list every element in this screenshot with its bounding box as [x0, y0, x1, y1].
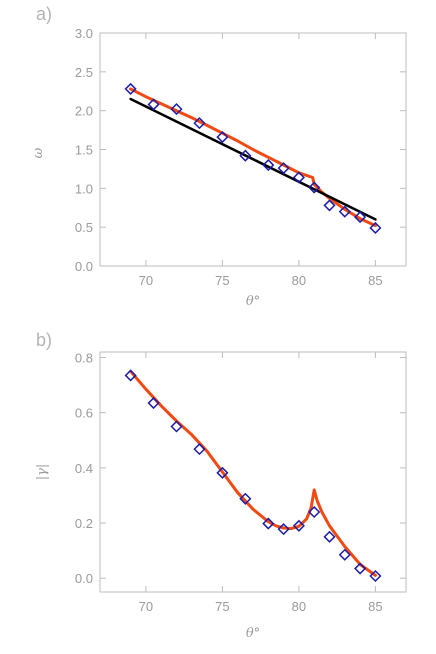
data-point — [239, 492, 252, 505]
data-point — [308, 505, 321, 519]
panel-a-marks — [124, 82, 382, 235]
y-tick-label: 0.6 — [75, 406, 93, 421]
panel-a-ticks — [100, 32, 406, 267]
data-point — [193, 443, 206, 456]
data-point — [262, 517, 275, 530]
data-point — [277, 162, 290, 175]
y-tick-label: 1.0 — [75, 181, 93, 196]
data-point — [147, 396, 160, 410]
y-tick-label: 2.5 — [75, 65, 93, 80]
data-point — [369, 221, 382, 235]
data-point — [354, 211, 367, 224]
panel-b-tick-labels: 70 75 80 85 0.0 0.2 0.4 0.6 0.8 — [75, 351, 383, 614]
panel-b: b) 70 75 80 85 0.0 0.2 0.4 0.6 0.8 θ° |γ| — [35, 330, 407, 641]
y-tick-label: 0.4 — [75, 461, 93, 476]
panel-a-y-axis-label: ω — [31, 147, 46, 158]
panel-a-x-axis-label: θ° — [246, 294, 260, 309]
x-tick-label: 85 — [368, 273, 382, 288]
y-tick-label: 3.0 — [75, 26, 93, 41]
y-tick-label: 0.8 — [75, 351, 93, 366]
fit-curve-line — [129, 87, 377, 228]
panel-a: a) 70 75 80 85 0.0 0.5 1.0 1.5 2.0 2.5 3.0 θ° ω — [31, 4, 407, 309]
y-tick-label: 2.0 — [75, 104, 93, 119]
data-point — [124, 82, 137, 95]
x-tick-label: 70 — [139, 599, 153, 614]
data-point — [338, 205, 351, 218]
data-point — [193, 117, 206, 130]
x-tick-label: 80 — [292, 599, 306, 614]
panel-b-marks — [124, 369, 382, 583]
panel-b-x-axis-label: θ° — [246, 626, 260, 641]
data-point — [338, 548, 351, 561]
x-tick-label: 75 — [215, 599, 229, 614]
x-tick-label: 80 — [292, 273, 306, 288]
x-tick-label: 75 — [215, 273, 229, 288]
y-tick-label: 0.2 — [75, 516, 93, 531]
data-point — [262, 158, 275, 172]
data-point — [323, 199, 336, 212]
data-point — [369, 569, 382, 583]
data-point — [277, 523, 290, 536]
data-point — [292, 519, 305, 532]
data-point — [216, 131, 229, 144]
data-point — [216, 466, 229, 479]
data-point — [170, 420, 183, 433]
data-point — [147, 98, 160, 111]
panel-b-ticks — [100, 352, 406, 592]
data-point — [323, 530, 336, 543]
data-point — [170, 103, 183, 116]
data-point — [239, 149, 252, 162]
y-tick-label: 0.5 — [75, 220, 93, 235]
panel-b-label: b) — [36, 330, 52, 350]
data-point — [354, 562, 367, 575]
data-point — [308, 181, 321, 194]
y-tick-label: 1.5 — [75, 143, 93, 158]
panel-b-y-axis-label: |γ| — [35, 464, 50, 481]
x-tick-label: 85 — [368, 599, 382, 614]
y-tick-label: 0.0 — [75, 571, 93, 586]
panel-a-label: a) — [36, 4, 52, 24]
linear-fit-line — [129, 97, 377, 221]
x-tick-label: 70 — [139, 273, 153, 288]
fit-curve-line — [129, 369, 377, 577]
data-point — [124, 369, 137, 382]
data-point — [292, 171, 305, 184]
panel-b-frame — [99, 351, 407, 593]
panel-a-tick-labels: 70 75 80 85 0.0 0.5 1.0 1.5 2.0 2.5 3.0 — [75, 26, 383, 288]
y-tick-label: 0.0 — [75, 259, 93, 274]
